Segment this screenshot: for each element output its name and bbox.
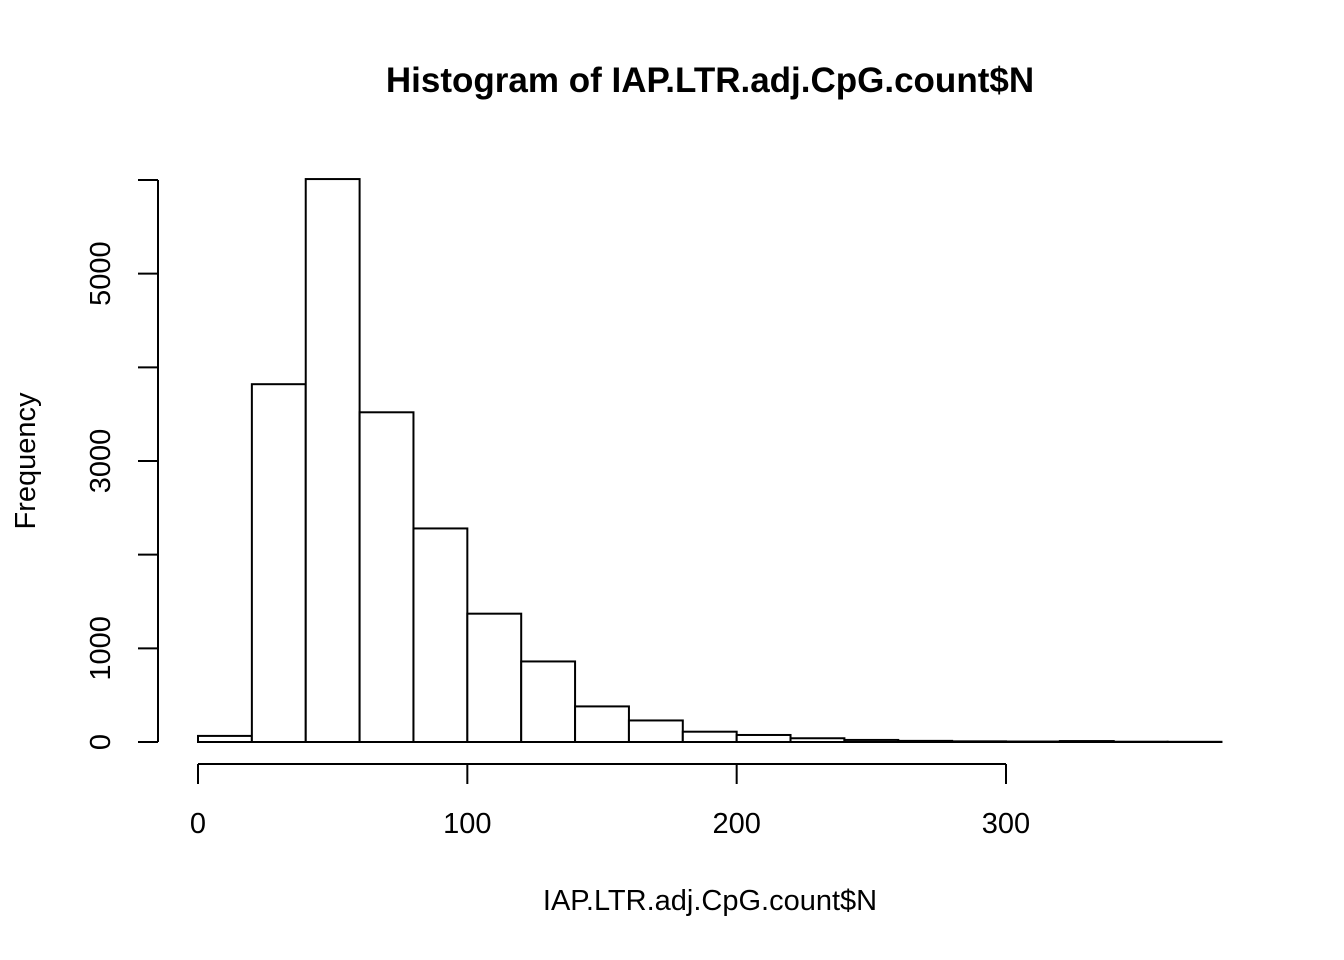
histogram-bar: [574, 705, 630, 744]
x-axis-label: IAP.LTR.adj.CpG.count$N: [543, 885, 877, 917]
x-tick-label: 300: [982, 808, 1030, 840]
y-axis-label: Frequency: [10, 392, 42, 530]
y-tick-label: 3000: [85, 429, 117, 494]
y-tick-label: 5000: [85, 241, 117, 306]
histogram-bars: [197, 178, 1223, 744]
x-tick-label: 0: [190, 808, 206, 840]
y-tick-label: 1000: [85, 616, 117, 681]
chart-title: Histogram of IAP.LTR.adj.CpG.count$N: [386, 61, 1034, 100]
histogram-bar: [412, 527, 469, 743]
histogram-bar: [358, 411, 415, 743]
histogram-bar: [304, 178, 361, 743]
x-tick-label: 100: [443, 808, 491, 840]
histogram-bar: [250, 383, 307, 743]
x-axis: 0 100 200 300: [190, 763, 1030, 840]
y-tick-label: 0: [85, 734, 117, 750]
histogram-bar: [681, 730, 738, 743]
histogram-bar: [466, 612, 523, 744]
x-tick-label: 200: [712, 808, 760, 840]
y-axis: 0 1000 3000 5000: [85, 179, 159, 750]
histogram-bar: [735, 733, 792, 743]
histogram-bar: [627, 719, 684, 743]
histogram-bar: [520, 660, 577, 743]
